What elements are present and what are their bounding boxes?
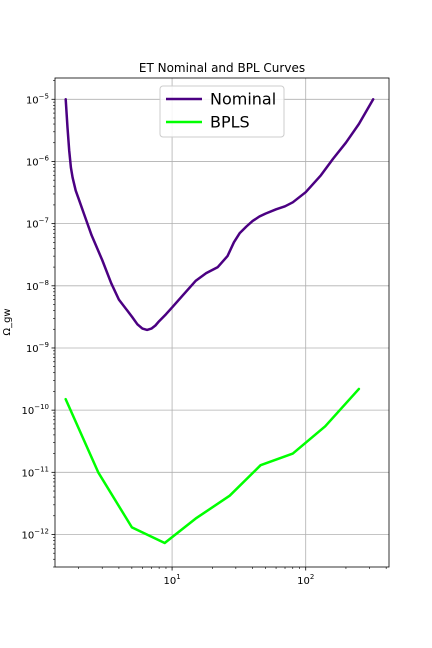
legend: Nominal BPLS <box>159 85 285 138</box>
y-tick-label: 10−8 <box>26 279 49 293</box>
series-lines <box>64 98 375 545</box>
y-tick-label: 10−7 <box>26 217 49 231</box>
series-line-bpls <box>64 387 361 545</box>
y-tick-label: 10−10 <box>21 403 49 417</box>
y-axis-label: Ω_gw <box>2 308 13 335</box>
y-tick-label: 10−9 <box>26 341 49 355</box>
legend-label-bpls: BPLS <box>210 113 250 132</box>
y-tick-label: 10−5 <box>26 92 49 106</box>
y-tick-label: 10−6 <box>26 154 50 168</box>
x-tick-label: 102 <box>297 573 314 587</box>
chart-title: ET Nominal and BPL Curves <box>139 61 305 75</box>
y-tick-label: 10−12 <box>21 527 49 541</box>
series-line-nominal <box>64 98 375 332</box>
x-tick-label: 101 <box>163 573 180 587</box>
grid <box>55 78 389 567</box>
axis-ticks: 101 102 10−12 10−11 10−10 10−9 10−8 10−7 10−6 10−… <box>21 80 387 587</box>
legend-label-nominal: Nominal <box>210 90 276 109</box>
y-tick-label: 10−11 <box>21 465 49 479</box>
plot-frame <box>54 77 390 568</box>
